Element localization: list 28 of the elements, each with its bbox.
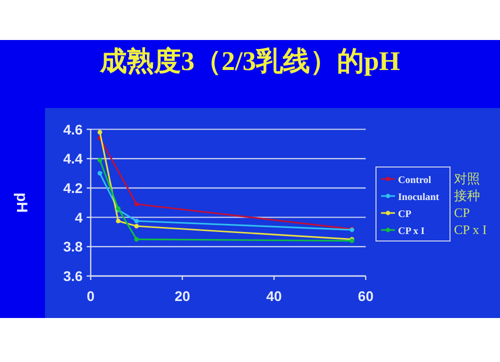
y-tick-label: 3.6	[63, 268, 83, 284]
y-tick-label: 4	[74, 209, 83, 226]
y-tick-label: 4.2	[63, 180, 83, 196]
chart-title: 成熟度3（2/3乳线）的pH	[98, 46, 400, 76]
y-tick-label: 4.6	[63, 121, 83, 138]
y-tick-label: 4.4	[63, 150, 83, 167]
y-axis-title: pH	[13, 192, 30, 213]
x-tick-label: 0	[86, 288, 95, 304]
y-tick-label: 3.8	[63, 238, 83, 255]
text: 接种	[454, 188, 480, 203]
point	[134, 224, 139, 228]
point	[116, 218, 120, 224]
x-tick-label: 60	[358, 288, 374, 304]
legend-label: Control	[398, 175, 432, 186]
point	[134, 218, 139, 224]
text: CP x I	[454, 222, 487, 237]
point	[134, 202, 139, 206]
legend-label: CP x I	[398, 226, 425, 237]
legend-label: Inoculant	[398, 192, 440, 203]
point	[98, 158, 102, 162]
point	[98, 130, 102, 135]
text: 对照	[454, 171, 480, 186]
point	[98, 171, 102, 176]
text: CP	[454, 205, 470, 220]
point	[134, 237, 139, 242]
legend-label: CP	[398, 209, 412, 220]
x-tick-label: 20	[174, 288, 190, 304]
x-tick-label: 40	[266, 288, 282, 304]
